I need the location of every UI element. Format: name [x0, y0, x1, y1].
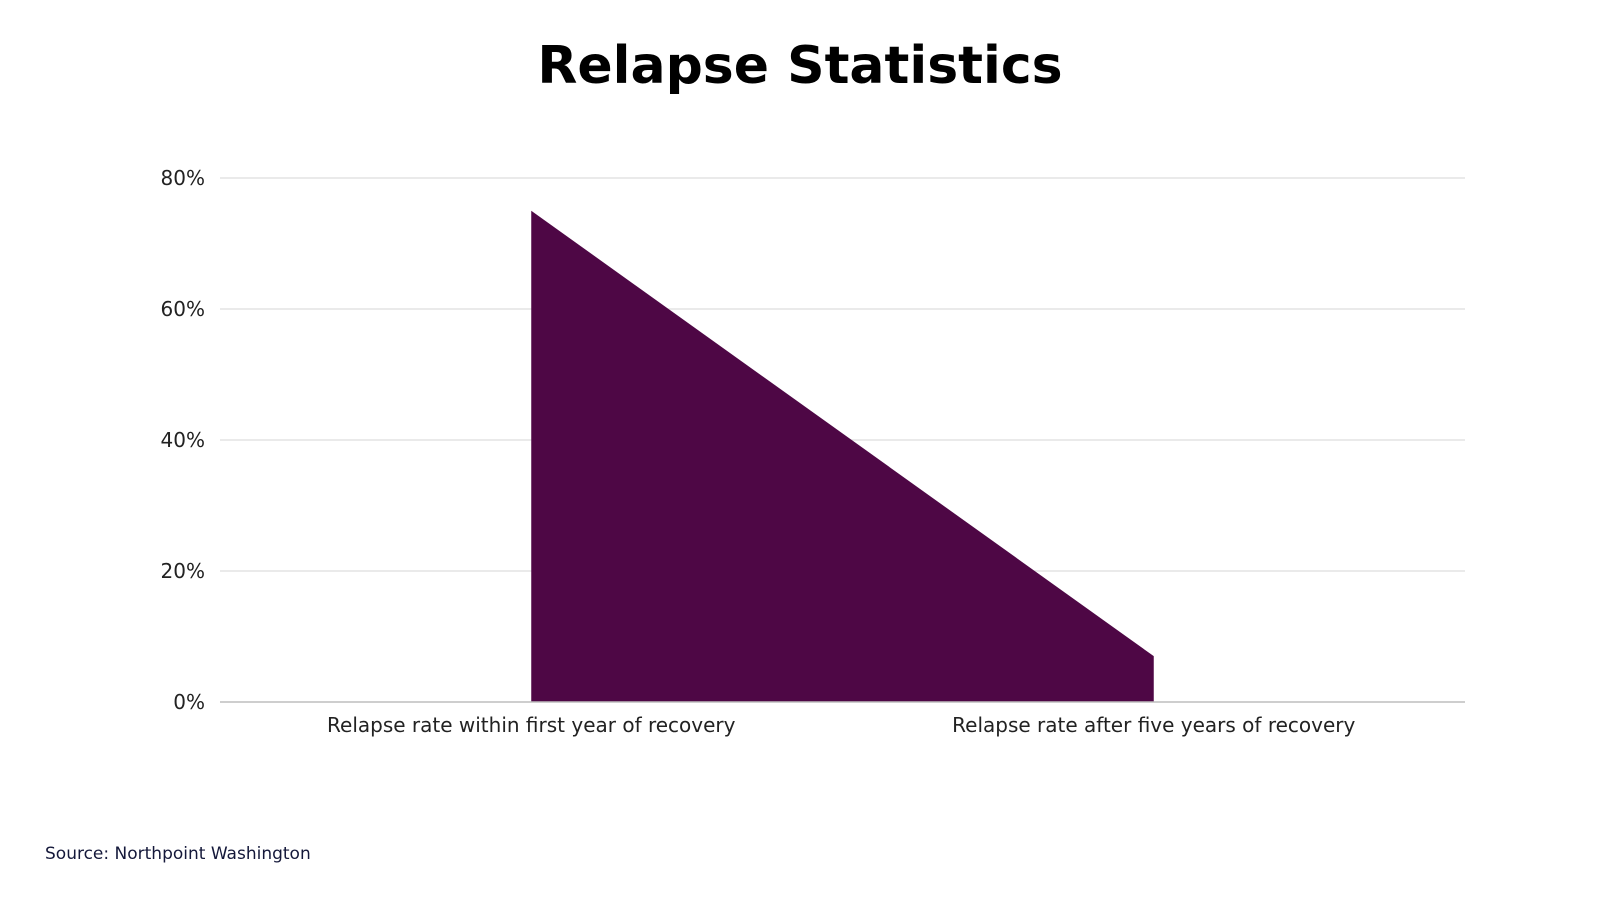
y-tick-label: 80% [161, 166, 205, 190]
y-tick-label: 20% [161, 559, 205, 583]
y-tick-label: 60% [161, 297, 205, 321]
area-fill [531, 210, 1154, 702]
x-tick-label: Relapse rate within first year of recove… [327, 713, 736, 737]
x-tick-label: Relapse rate after five years of recover… [952, 713, 1355, 737]
y-tick-label: 0% [173, 690, 205, 714]
y-axis-tick-labels: 0% 20% 40% 60% 80% [161, 166, 205, 714]
y-tick-label: 40% [161, 428, 205, 452]
area-series [531, 210, 1154, 702]
x-axis-tick-labels: Relapse rate within first year of recove… [327, 713, 1355, 737]
source-note: Source: Northpoint Washington [45, 844, 311, 864]
chart-title: Relapse Statistics [537, 36, 1063, 96]
